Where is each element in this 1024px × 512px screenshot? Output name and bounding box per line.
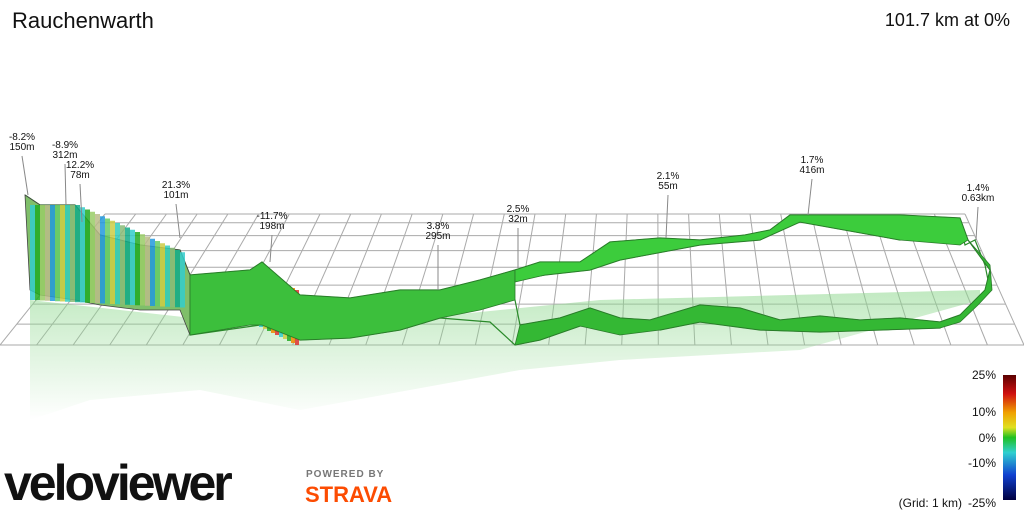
route-wall-near: [514, 239, 993, 346]
callout-grade: 2.5%: [507, 204, 530, 215]
route-segment: [180, 252, 185, 308]
route-segment: [115, 223, 120, 305]
route-segment: [40, 205, 45, 301]
callout-length: 198m: [259, 221, 284, 232]
route-segment: [105, 218, 110, 304]
legend-label: -25%: [968, 496, 996, 510]
logo-velo: veloviewer: [4, 455, 232, 511]
route-segment: [125, 227, 130, 305]
route-segment: [130, 229, 135, 305]
callout-grade: 1.4%: [967, 183, 990, 194]
route-title: Rauchenwarth: [12, 8, 154, 33]
route-segment: [145, 236, 150, 306]
callout-length: 295m: [425, 231, 450, 242]
callout-length: 0.63km: [962, 193, 995, 204]
route-segment: [90, 211, 95, 303]
route-summary: 101.7 km at 0%: [884, 10, 1010, 30]
route-segment: [85, 209, 90, 303]
route-segment: [165, 245, 170, 307]
route-wall-far: [514, 214, 969, 283]
route-segment: [100, 216, 105, 304]
route-segment: [70, 205, 75, 302]
callout-grade: -8.2%: [9, 132, 35, 143]
grid-note: (Grid: 1 km): [899, 496, 962, 510]
callout-grade: 2.1%: [657, 171, 680, 182]
route: [24, 194, 993, 420]
callout-grade: 3.8%: [427, 221, 450, 232]
route-segment: [60, 205, 65, 302]
callout-length: 101m: [163, 190, 188, 201]
callout-line: [665, 194, 669, 239]
route-segment: [30, 205, 35, 300]
callout-length: 55m: [658, 181, 677, 192]
route-segment: [135, 232, 140, 306]
grade-scale: [1003, 375, 1016, 500]
strava-logo: STRAVA: [305, 482, 392, 507]
route-segment: [55, 205, 60, 302]
callout-length: 416m: [799, 165, 824, 176]
route-segment: [110, 220, 115, 304]
route-segment: [150, 238, 155, 306]
route-segment: [170, 247, 175, 307]
legend-label: 0%: [979, 431, 997, 445]
route-wall: [189, 261, 516, 341]
callout-length: 32m: [508, 214, 527, 225]
route-segment: [120, 225, 125, 305]
route-segment: [45, 205, 50, 301]
callout-grade: 1.7%: [801, 155, 824, 166]
powered-by: POWERED BY: [306, 469, 384, 480]
callout-length: 78m: [70, 170, 89, 181]
legend-label: -10%: [968, 456, 996, 470]
callout-line: [175, 203, 181, 239]
route-segment: [155, 241, 160, 307]
legend-label: 25%: [972, 368, 996, 382]
callout-line: [975, 206, 979, 241]
route-segment: [50, 205, 55, 301]
callout-line: [807, 178, 813, 216]
callout-line: [64, 163, 67, 206]
grid-line: [964, 213, 1024, 346]
callout-line: [269, 234, 273, 263]
route-segment: [95, 214, 100, 304]
callout-grade: 21.3%: [162, 180, 190, 191]
callout-grade: -11.7%: [257, 211, 288, 222]
route-segment: [175, 250, 180, 308]
route-segment: [75, 205, 80, 303]
callout-length: 150m: [9, 142, 34, 153]
callout-grade: -8.9%: [52, 140, 78, 151]
legend-label: 10%: [972, 405, 996, 419]
route-segment: [65, 205, 70, 302]
callout-line: [79, 183, 83, 223]
callout-length: 312m: [52, 150, 77, 161]
callout-line: [21, 155, 29, 196]
route-segment: [160, 243, 165, 307]
route-segment: [80, 207, 85, 303]
callout-grade: 12.2%: [66, 160, 94, 171]
route-segment: [140, 234, 145, 306]
route-segment: [35, 205, 40, 301]
